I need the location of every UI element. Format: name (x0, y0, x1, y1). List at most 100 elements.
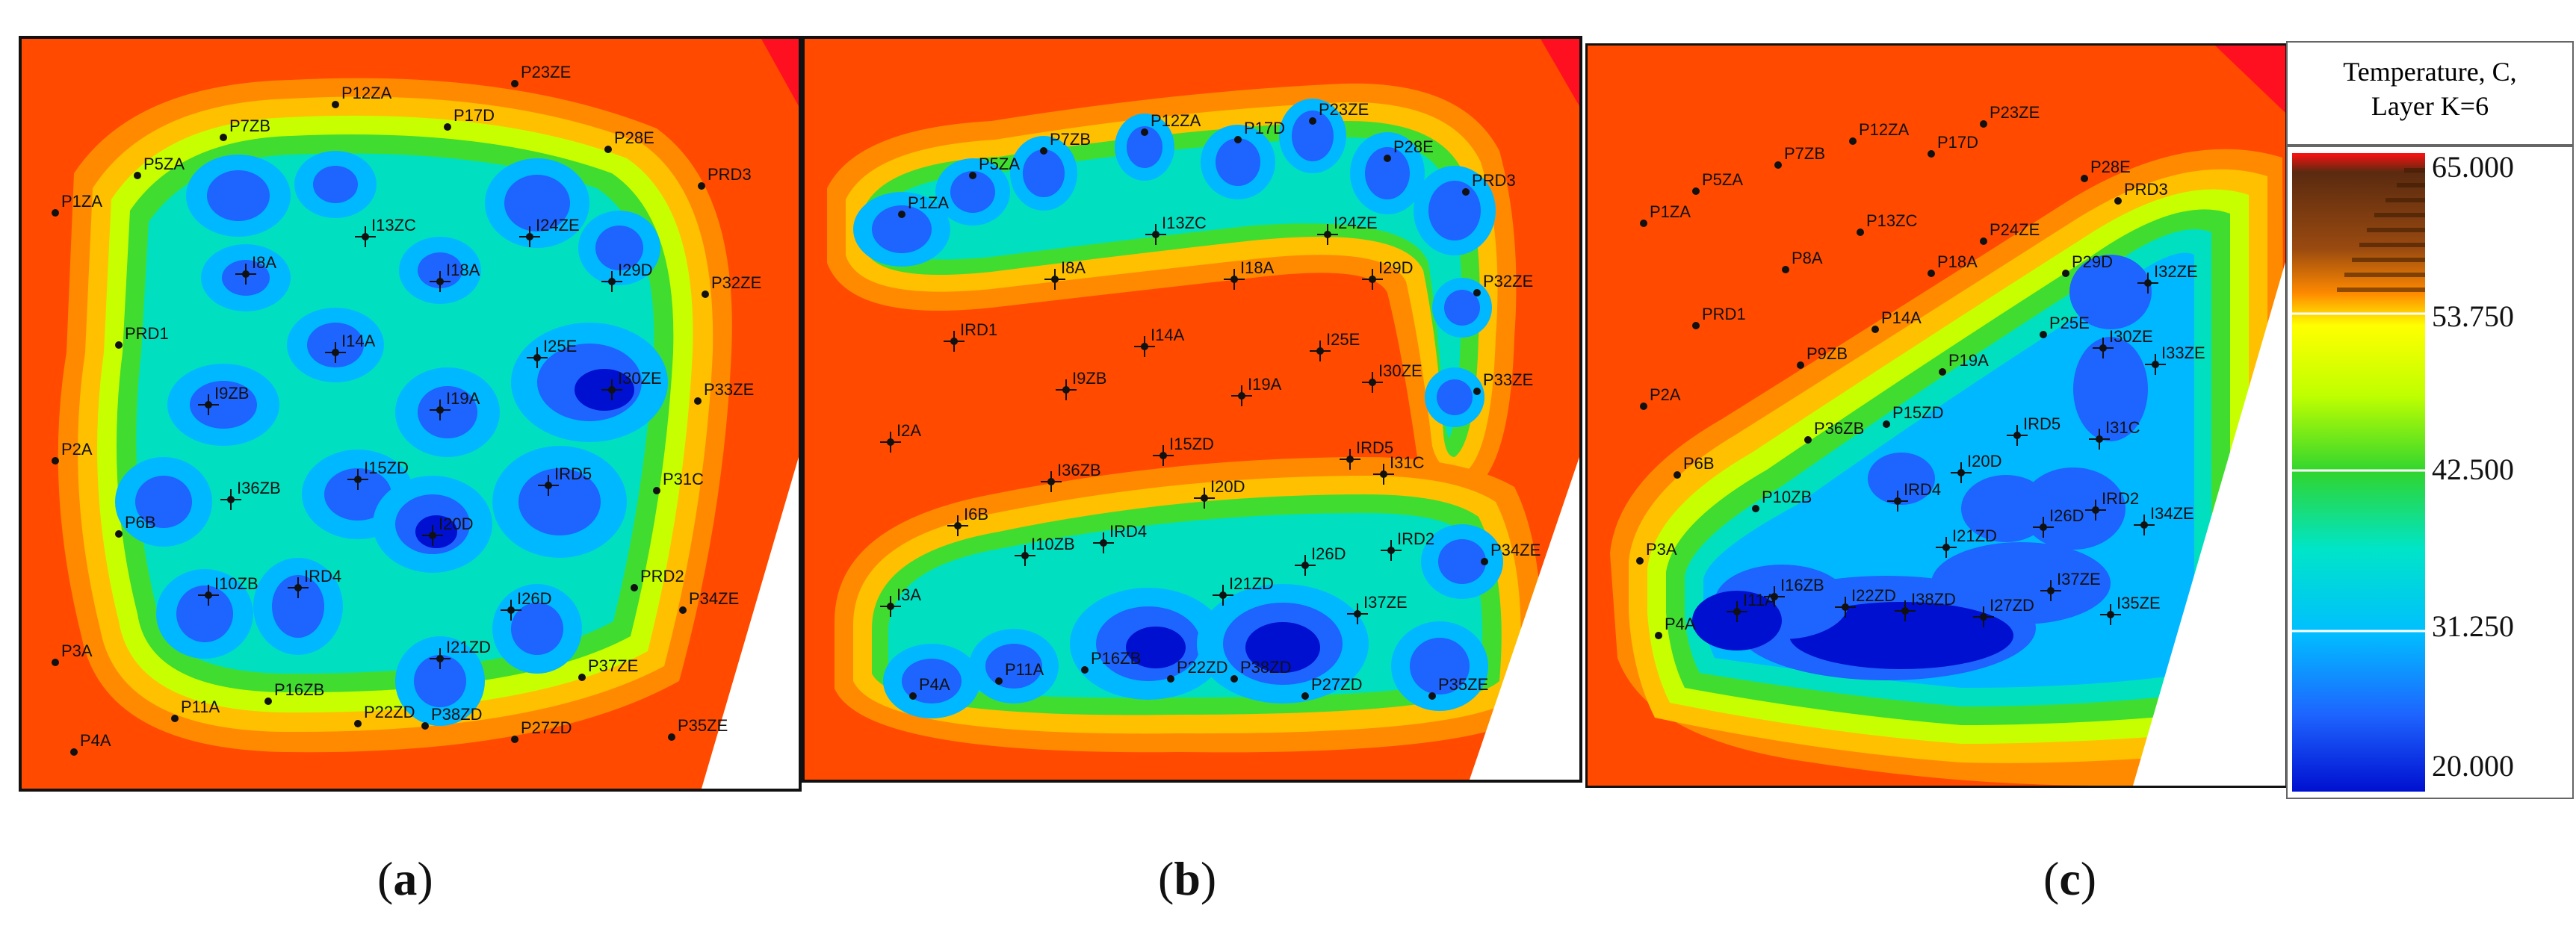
well-dot (264, 698, 272, 705)
well-i21zd: I21ZD (1213, 574, 1274, 606)
well-i24ze: I24ZE (519, 216, 580, 247)
well-label: I32ZE (2154, 262, 2198, 281)
well-label: I2A (897, 421, 921, 440)
legend-title-line2: Layer K=6 (2371, 91, 2489, 121)
well-dot (1309, 117, 1316, 125)
well-label: PRD3 (1472, 171, 1516, 190)
well-p33ze: P33ZE (694, 380, 754, 405)
well-i10zb: I10ZB (1015, 535, 1075, 566)
well-p24ze: P24ZE (1980, 220, 2040, 245)
well-p7zb: P7ZB (220, 116, 270, 141)
well-dot (1640, 220, 1647, 227)
well-label: P9ZB (1806, 344, 1848, 363)
wells-b: P23ZE P12ZA P17D P7ZB P28E P5ZA PRD3 P1ZA I13ZC I… (880, 100, 1541, 700)
well-dot (969, 172, 976, 179)
well-dot (1369, 379, 1376, 386)
well-dot (70, 748, 78, 756)
well-dot (1939, 368, 1946, 376)
well-p13zc: P13ZC (1857, 211, 1918, 236)
caption-a-letter: a (393, 852, 418, 905)
well-label: P17D (453, 106, 495, 125)
well-i9zb: I9ZB (198, 384, 249, 415)
well-label: I18A (446, 261, 480, 279)
cold-zones-b (853, 99, 1503, 718)
wells-a: P23ZE P12ZA P17D P7ZB P28E P5ZA PRD3 P1ZA I13ZC I… (52, 63, 761, 756)
well-dot (1301, 562, 1309, 569)
well-p5za: P5ZA (969, 155, 1020, 179)
well-dot (1980, 120, 1987, 128)
well-label: I21ZD (1229, 574, 1274, 593)
legend-value-max: 65.000 (2432, 150, 2514, 184)
well-label: P19A (1948, 351, 1989, 370)
well-label: P32ZE (1483, 272, 1533, 291)
well-dot (1230, 276, 1238, 283)
well-label: PRD2 (640, 567, 684, 585)
well-label: IRD4 (304, 567, 341, 585)
well-label: I31C (1390, 453, 1425, 472)
well-label: P7ZB (1784, 144, 1825, 163)
well-p10zb: P10ZB (1752, 488, 1812, 512)
well-dot (533, 354, 541, 361)
well-dot (134, 172, 141, 179)
well-label: P15ZD (1892, 403, 1943, 422)
well-dot (1380, 470, 1387, 478)
well-i8a: I8A (1044, 258, 1086, 290)
well-i19a: I19A (430, 389, 480, 420)
well-dot (220, 134, 227, 141)
well-p1za: P1ZA (1640, 202, 1691, 227)
well-i38zd: I38ZD (1895, 590, 1956, 621)
legend-title-line1: Temperature, C, (2343, 57, 2517, 87)
well-p18a: P18A (1928, 252, 1978, 277)
legend-value-min: 20.000 (2432, 749, 2514, 783)
well-i30ze: I30ZE (601, 369, 662, 400)
well-dot (1428, 692, 1436, 700)
well-i37ze: I37ZE (1347, 593, 1408, 624)
hot-corner-c (2215, 46, 2285, 113)
well-label: P34ZE (1490, 541, 1541, 559)
well-i33ze: I33ZE (2145, 344, 2205, 375)
well-dot (52, 209, 59, 217)
well-dot (2040, 524, 2047, 531)
well-label: P24ZE (1990, 220, 2040, 239)
well-p35ze: P35ZE (1428, 675, 1488, 700)
cold-zones-c (1692, 255, 2152, 680)
well-label: IRD4 (1109, 522, 1147, 541)
well-dot (1051, 276, 1059, 283)
well-ird5: IRD5 (538, 465, 592, 496)
well-p12za: P12ZA (332, 84, 392, 108)
well-label: P36ZB (1814, 419, 1864, 438)
well-dot (2081, 175, 2088, 182)
well-dot (52, 659, 59, 666)
well-i25e: I25E (527, 337, 577, 368)
well-p5za: P5ZA (1692, 170, 1743, 195)
well-label: P1ZA (61, 192, 102, 211)
well-p3a: P3A (1636, 540, 1677, 565)
hot-corner-a (761, 39, 799, 106)
well-i31c: I31C (1373, 453, 1425, 485)
well-prd1: PRD1 (115, 324, 169, 349)
fault-a (702, 457, 799, 789)
well-dot (1384, 155, 1391, 162)
well-label: P5ZA (979, 155, 1020, 173)
well-p2a: P2A (1640, 385, 1681, 410)
temperature-map-c: P23ZE P12ZA P17D P7ZB P28E P5ZA PRD3 P1ZA P13ZC P… (1610, 46, 2285, 786)
well-dot (227, 496, 235, 503)
hot-corner-b (1541, 39, 1579, 106)
well-dot (1301, 692, 1309, 700)
well-label: I36ZB (1057, 461, 1101, 479)
well-i3a: I3A (880, 585, 921, 617)
well-label: P2A (61, 440, 93, 459)
well-i26d: I26D (1295, 544, 1346, 576)
well-ird4: IRD4 (1093, 522, 1147, 553)
well-label: P4A (80, 731, 111, 750)
well-label: IRD5 (1356, 438, 1393, 457)
well-label: P27ZD (521, 718, 572, 737)
well-label: I37ZE (1363, 593, 1408, 612)
well-dot (1238, 392, 1245, 400)
well-dot (578, 674, 586, 681)
panel-c: P23ZE P12ZA P17D P7ZB P28E P5ZA PRD3 P1ZA P13ZC P… (1585, 43, 2288, 788)
well-dot (1167, 675, 1174, 683)
temperature-map-b: P23ZE P12ZA P17D P7ZB P28E P5ZA PRD3 P1ZA I13ZC I… (827, 39, 1579, 780)
well-p32ze: P32ZE (1473, 272, 1533, 296)
well-label: P23ZE (1319, 100, 1369, 119)
